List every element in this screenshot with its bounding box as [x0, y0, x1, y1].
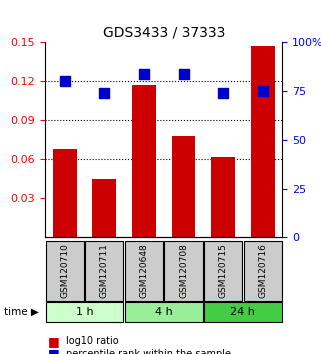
Point	[141, 71, 146, 76]
Bar	[211, 157, 235, 237]
Point	[102, 90, 107, 96]
Point	[62, 79, 67, 84]
Text: 4 h: 4 h	[155, 307, 173, 317]
Text: 24 h: 24 h	[230, 307, 255, 317]
Text: GSM120716: GSM120716	[258, 243, 267, 298]
Point	[181, 71, 186, 76]
Point	[260, 88, 265, 94]
Bar	[92, 179, 116, 237]
Title: GDS3433 / 37333: GDS3433 / 37333	[102, 26, 225, 40]
Bar	[172, 136, 195, 237]
Text: GSM120708: GSM120708	[179, 243, 188, 298]
Bar	[251, 46, 274, 237]
Text: 1 h: 1 h	[76, 307, 93, 317]
Text: GSM120648: GSM120648	[139, 244, 148, 298]
Text: time ▶: time ▶	[4, 307, 39, 317]
Text: GSM120710: GSM120710	[60, 243, 69, 298]
Bar	[53, 149, 77, 237]
Text: log10 ratio: log10 ratio	[66, 336, 118, 346]
Text: ■: ■	[48, 335, 60, 348]
Text: percentile rank within the sample: percentile rank within the sample	[66, 349, 231, 354]
Text: GSM120711: GSM120711	[100, 243, 109, 298]
Bar	[132, 85, 156, 237]
Point	[221, 90, 226, 96]
Text: ■: ■	[48, 347, 60, 354]
Text: GSM120715: GSM120715	[219, 243, 228, 298]
